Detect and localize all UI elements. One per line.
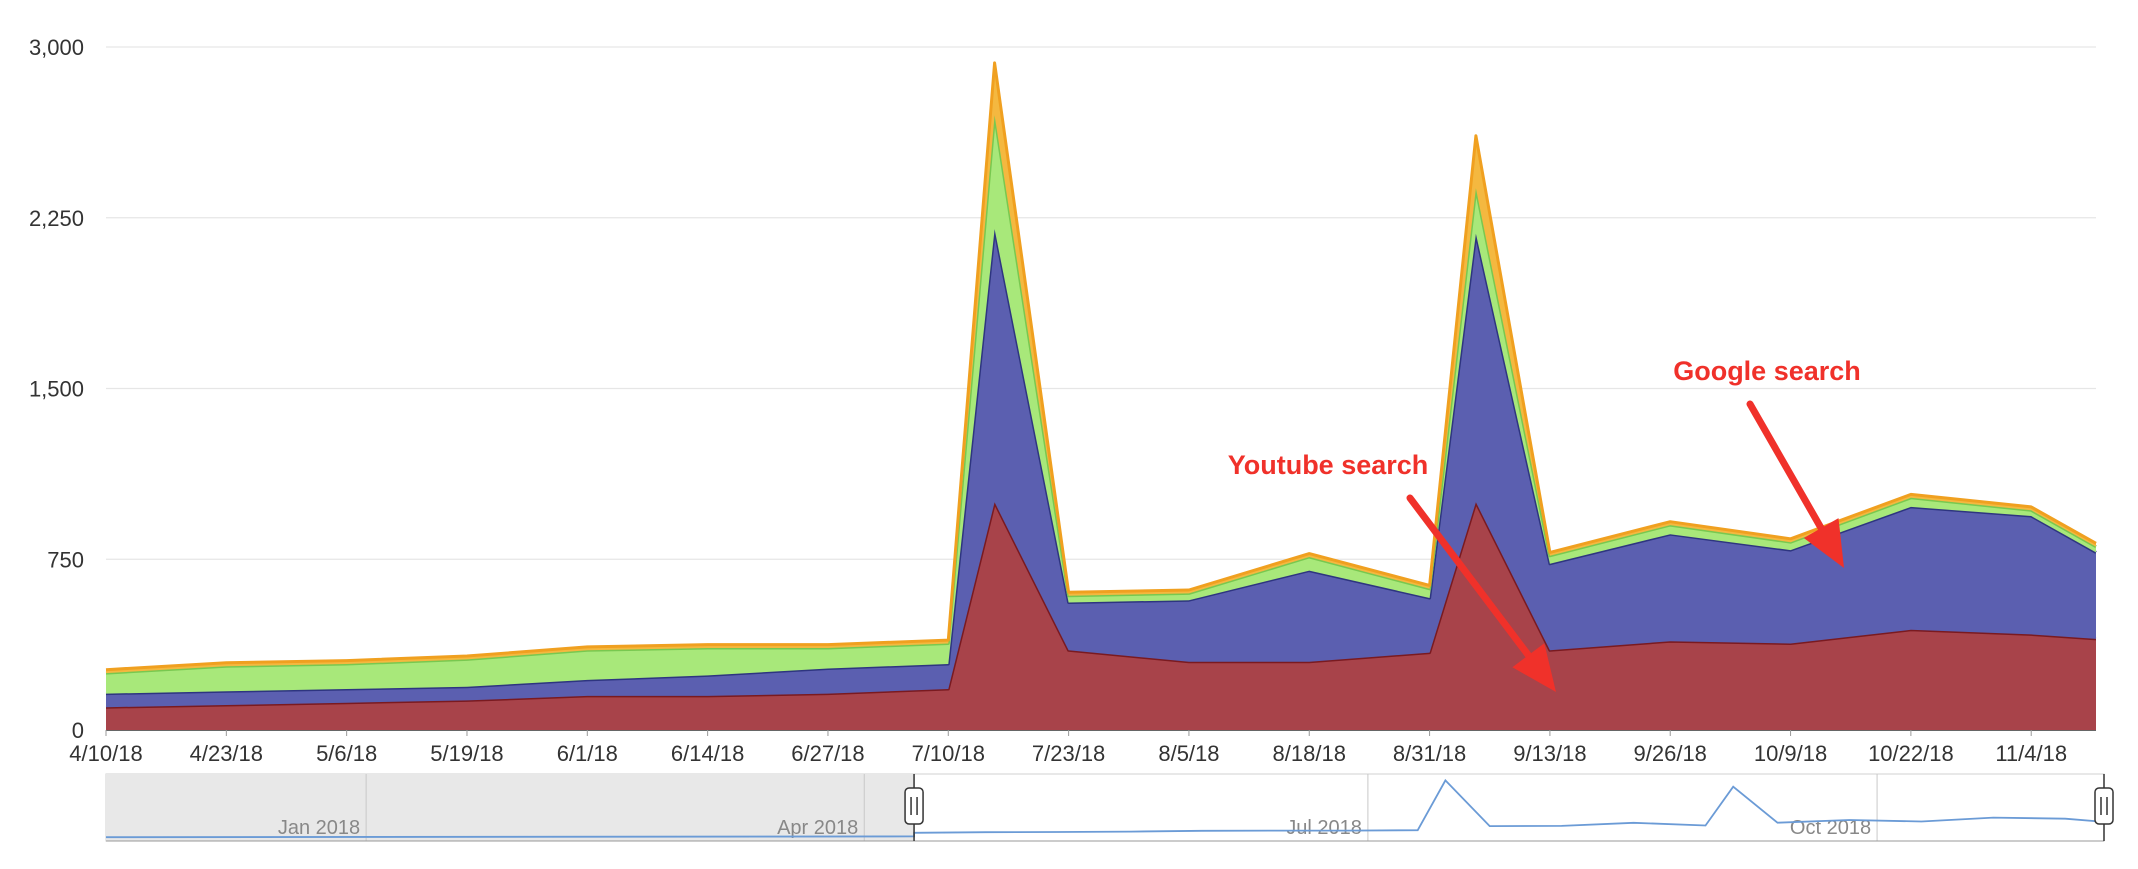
x-tick-label: 6/27/18 — [791, 741, 864, 766]
series-2-area — [106, 229, 2096, 708]
y-axis: 0 750 1,500 2,250 3,000 — [29, 35, 84, 743]
y-tick-label: 750 — [47, 547, 84, 572]
x-tick-label: 5/19/18 — [430, 741, 503, 766]
series-1-area — [106, 502, 2096, 730]
y-tick-label: 0 — [72, 718, 84, 743]
x-tick-label: 8/31/18 — [1393, 741, 1466, 766]
navigator-series-line — [105, 778, 2105, 839]
annotation-label: Google search — [1673, 356, 1861, 386]
x-tick-label: 5/6/18 — [316, 741, 377, 766]
x-tick-label: 7/10/18 — [912, 741, 985, 766]
annotation-arrow-head — [1803, 518, 1844, 568]
x-tick-label: 10/22/18 — [1868, 741, 1954, 766]
y-tick-label: 2,250 — [29, 206, 84, 231]
navigator-left-handle[interactable] — [904, 787, 924, 825]
navigator-label: Jul 2018 — [1286, 817, 1362, 839]
x-tick-label: 4/10/18 — [69, 741, 142, 766]
x-tick-label: 6/1/18 — [557, 741, 618, 766]
x-tick-label: 7/23/18 — [1032, 741, 1105, 766]
range-navigator[interactable]: Jan 2018 Apr 2018 Jul 2018 Oct 2018 — [105, 773, 2114, 842]
series-3-area — [106, 115, 2096, 694]
annotation-arrow-head — [1512, 643, 1556, 692]
x-tick-label: 9/13/18 — [1513, 741, 1586, 766]
navigator-label: Jan 2018 — [278, 817, 360, 839]
plot-area — [105, 61, 2097, 730]
x-axis: 4/10/18 4/23/18 5/6/18 5/19/18 6/1/18 6/14/18… — [69, 730, 2067, 766]
x-tick-label: 8/5/18 — [1158, 741, 1219, 766]
y-tick-label: 1,500 — [29, 377, 84, 402]
navigator-right-handle[interactable] — [2094, 787, 2114, 825]
navigator-label: Apr 2018 — [777, 817, 858, 839]
y-tick-label: 3,000 — [29, 35, 84, 60]
x-tick-label: 4/23/18 — [190, 741, 263, 766]
annotation-label: Youtube search — [1228, 450, 1429, 480]
x-tick-label: 6/14/18 — [671, 741, 744, 766]
annotation-arrow-shaft — [1746, 400, 1825, 532]
x-tick-label: 10/9/18 — [1754, 741, 1827, 766]
annotations: Youtube search Google search — [1228, 356, 1861, 692]
series-4-line — [105, 61, 2097, 672]
x-tick-label: 8/18/18 — [1273, 741, 1346, 766]
navigator-label: Oct 2018 — [1790, 817, 1871, 839]
navigator-unselected-range — [106, 774, 915, 841]
x-tick-label: 9/26/18 — [1634, 741, 1707, 766]
annotation-arrow-shaft — [1406, 494, 1532, 659]
x-tick-label: 11/4/18 — [1995, 741, 2067, 766]
